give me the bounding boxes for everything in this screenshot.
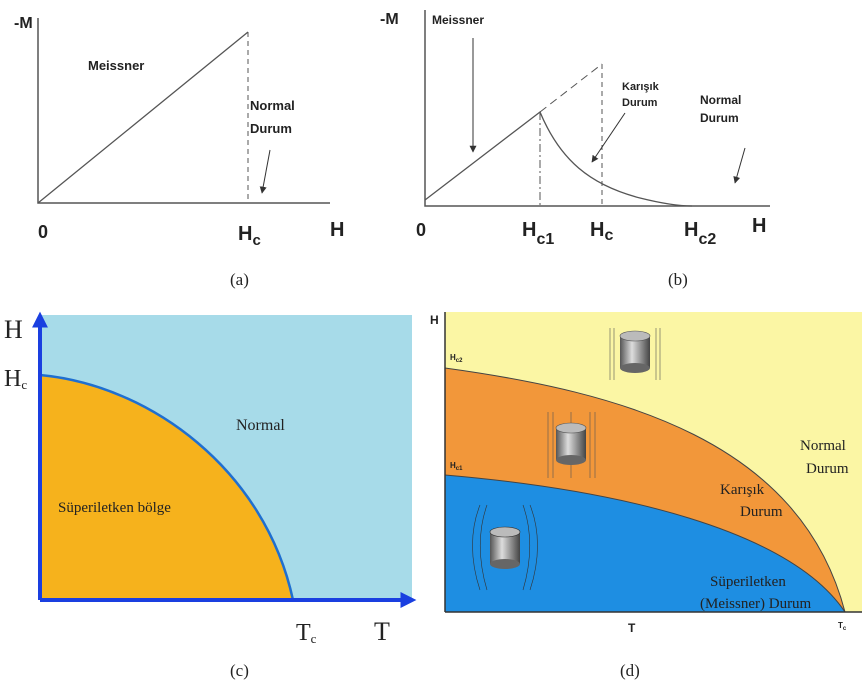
axes xyxy=(424,10,770,207)
tick-main: T xyxy=(296,620,311,646)
tick: Hc2 xyxy=(450,353,463,364)
tick-main: H xyxy=(450,461,456,470)
dashed-line xyxy=(539,63,603,113)
label: Normal xyxy=(800,438,846,454)
x-axis-label: T xyxy=(374,617,390,646)
tick: Hc xyxy=(4,366,27,392)
label: Normal xyxy=(236,417,285,434)
arrow xyxy=(591,112,626,163)
caption: (d) xyxy=(620,661,640,680)
tick-main: H xyxy=(522,219,536,241)
cylinder-icon xyxy=(472,504,538,591)
y-axis-label: H xyxy=(430,313,439,327)
meissner-line xyxy=(37,31,249,204)
superconducting-region xyxy=(40,375,293,600)
magnetization-curve xyxy=(424,110,693,207)
panel-d: H Hc2 Hc1 Normal Durum Karışık Durum Süp… xyxy=(430,312,862,680)
label: Normal xyxy=(250,98,295,113)
y-axis-label: H xyxy=(4,315,23,344)
tick-sub: c2 xyxy=(698,231,716,248)
label: Karışık xyxy=(622,81,660,93)
x-axis-label: H xyxy=(330,219,344,241)
tick-main: H xyxy=(450,353,456,362)
tick-sub: c xyxy=(604,227,613,244)
tick: Tc xyxy=(838,621,847,632)
cylinder-icon xyxy=(547,412,596,478)
tick-sub: c xyxy=(252,232,260,249)
tick-main: H xyxy=(684,219,698,241)
tick-sub: c2 xyxy=(456,358,463,364)
tick-sub: c xyxy=(843,626,847,632)
caption: (c) xyxy=(230,661,249,680)
meissner-region xyxy=(445,475,845,612)
tick: Hc1 xyxy=(522,219,554,248)
origin: 0 xyxy=(416,220,426,240)
arrow xyxy=(259,149,271,194)
tick-sub: c1 xyxy=(456,466,463,472)
tick-main: T xyxy=(838,621,843,630)
tick-sub: c xyxy=(21,377,27,392)
label: Durum xyxy=(700,111,739,125)
y-axis-label: -M xyxy=(380,11,399,28)
tick-sub: c1 xyxy=(536,231,554,248)
label: Süperiletken xyxy=(710,574,786,590)
y-axis-label: -M xyxy=(14,15,33,32)
label: Durum xyxy=(622,97,658,109)
caption: (b) xyxy=(668,270,688,289)
x-axis-label: H xyxy=(752,215,766,237)
critical-curves xyxy=(444,367,846,613)
tick: Hc1 xyxy=(450,461,463,472)
label: Meissner xyxy=(432,13,484,27)
x-axis-label: T xyxy=(628,621,636,635)
tick-main: H xyxy=(590,219,604,241)
tick: Hc2 xyxy=(684,219,716,248)
cylinder-icon xyxy=(609,328,661,380)
panel-c: H Hc Normal Süperiletken bölge Tc T (c) xyxy=(4,311,417,680)
label: Durum xyxy=(740,504,783,520)
origin: 0 xyxy=(38,222,48,242)
arrow xyxy=(733,147,746,184)
panel-a: -M Meissner Normal Durum 0 Hc H (a) xyxy=(14,15,344,289)
tick-main: H xyxy=(4,366,21,392)
tick: Tc xyxy=(296,620,317,646)
hc-curve xyxy=(39,373,295,601)
label: Karışık xyxy=(720,482,765,498)
label: Durum xyxy=(806,461,849,477)
tick: Hc xyxy=(590,219,613,244)
label: (Meissner) Durum xyxy=(700,596,812,612)
caption: (a) xyxy=(230,270,249,289)
label: Meissner xyxy=(88,58,144,73)
tick-main: H xyxy=(238,223,252,245)
label: Normal xyxy=(700,93,741,107)
label: Süperiletken bölge xyxy=(58,500,171,516)
label: Durum xyxy=(250,121,292,136)
tick-sub: c xyxy=(311,631,317,646)
tick: Hc xyxy=(238,223,261,249)
panel-b: -M Meissner Karışık Durum Normal Durum 0… xyxy=(380,10,770,289)
